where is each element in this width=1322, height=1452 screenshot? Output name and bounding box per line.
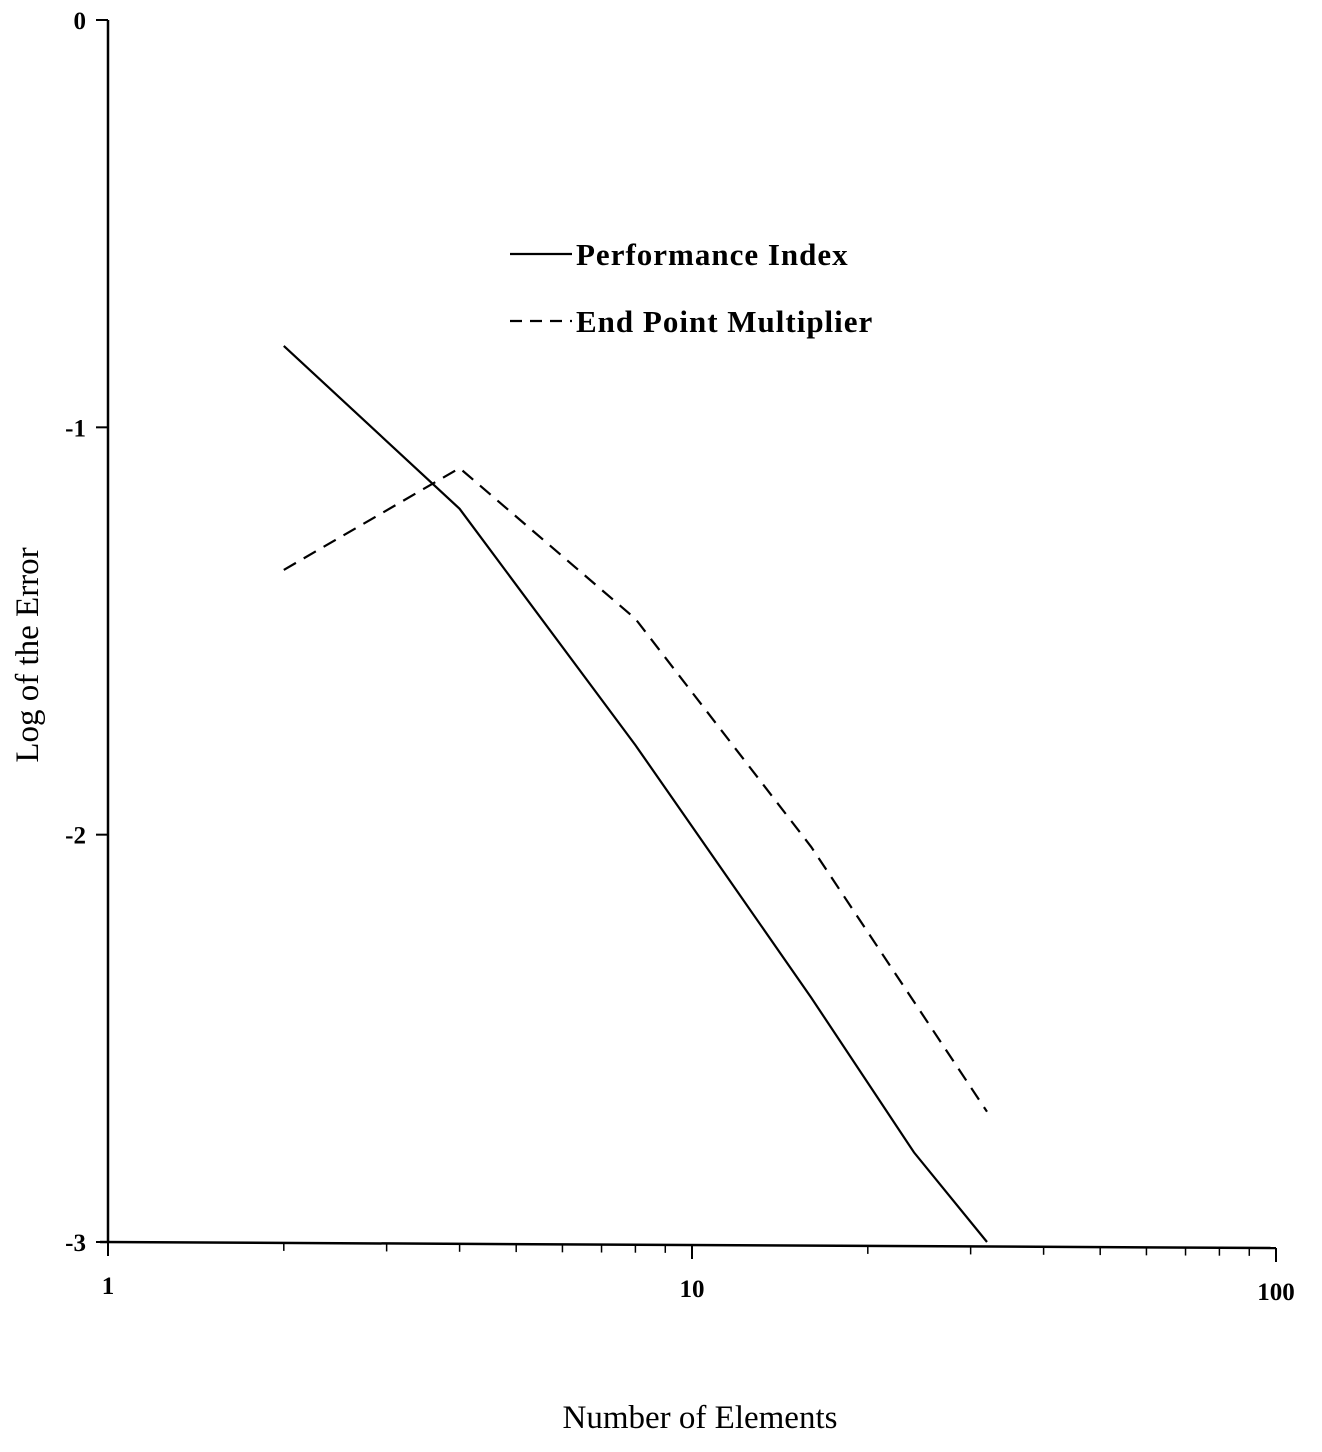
x-axis-title: Number of Elements — [563, 1400, 838, 1436]
ticks-group: 0 -1 -2 -3 1 10 100 — [65, 8, 1295, 1306]
y-tick-label: 0 — [74, 8, 87, 35]
legend-label-0: Performance Index — [576, 237, 849, 272]
legend: Performance Index End Point Multiplier — [510, 237, 873, 339]
x-tick-label: 100 — [1257, 1279, 1295, 1306]
series-line-0 — [284, 346, 987, 1242]
y-tick-label: -3 — [65, 1230, 86, 1257]
y-tick-label: -1 — [65, 415, 86, 442]
series-group — [284, 346, 987, 1242]
y-axis-title: Log of the Error — [10, 547, 46, 762]
x-tick-label: 1 — [102, 1273, 115, 1300]
x-tick-label: 10 — [680, 1276, 705, 1303]
series-line-1 — [284, 468, 987, 1112]
legend-label-1: End Point Multiplier — [576, 304, 873, 339]
y-tick-label: -2 — [65, 823, 86, 850]
axes-group — [100, 20, 1276, 1248]
